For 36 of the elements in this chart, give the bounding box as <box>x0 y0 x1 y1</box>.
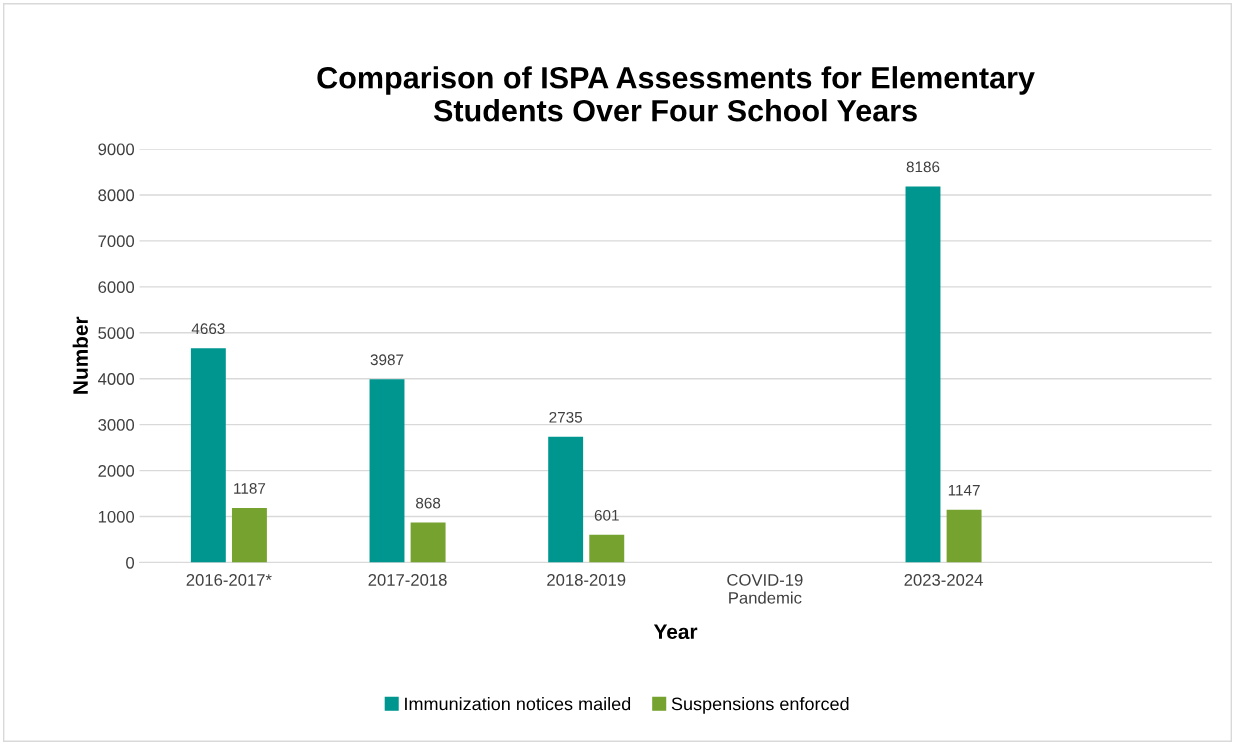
data-label: 8186 <box>906 161 940 173</box>
y-tick-label: 6000 <box>98 281 135 294</box>
data-label: 2735 <box>549 411 583 423</box>
y-axis-title: Number <box>72 316 88 394</box>
x-tick-label: 2016-2017* <box>186 574 272 586</box>
x-axis-title: Year <box>653 624 698 640</box>
data-label: 1147 <box>948 484 980 496</box>
y-tick-label: 9000 <box>98 143 135 156</box>
y-tick-label: 7000 <box>98 235 135 248</box>
bar <box>905 186 941 563</box>
x-tick-label: COVID-19 Pandemic <box>727 574 803 604</box>
data-label: 601 <box>594 509 619 521</box>
y-tick-label: 2000 <box>98 464 135 477</box>
data-label: 3987 <box>370 354 404 366</box>
data-label: 868 <box>416 497 441 509</box>
legend-label: Suspensions enforced <box>671 697 849 714</box>
legend-label: Immunization notices mailed <box>405 697 631 711</box>
y-tick-label: 1000 <box>98 510 135 523</box>
y-tick-label: 0 <box>126 556 135 569</box>
x-tick-label: 2017-2018 <box>368 574 447 586</box>
x-tick-label: 2018-2019 <box>547 574 626 586</box>
data-label: 4663 <box>191 323 225 335</box>
y-tick-label: 4000 <box>98 373 135 385</box>
bar <box>410 522 446 563</box>
y-tick-label: 3000 <box>98 419 135 431</box>
bar <box>231 507 267 563</box>
bar <box>589 534 625 563</box>
y-tick-label: 5000 <box>98 327 135 339</box>
data-label: 1187 <box>234 482 266 494</box>
bar <box>190 348 226 563</box>
bar <box>369 379 405 563</box>
chart-title: Comparison of ISPA Assessments for Elementary Students Over Four School Years <box>317 66 1035 122</box>
x-tick-label: 2023-2024 <box>904 574 983 586</box>
bar <box>946 509 982 563</box>
bar <box>548 436 584 563</box>
y-tick-label: 8000 <box>98 189 135 202</box>
